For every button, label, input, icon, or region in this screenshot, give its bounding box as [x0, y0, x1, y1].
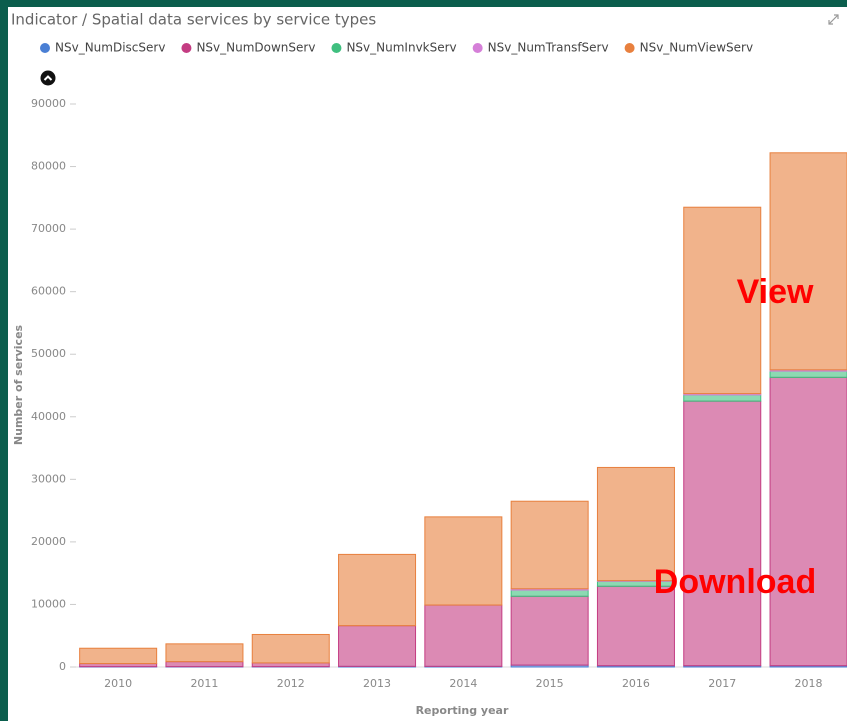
legend-label: NSv_NumInvkServ — [346, 41, 456, 55]
bar-segment — [769, 376, 847, 667]
bar-segment — [424, 604, 503, 667]
legend-label: NSv_NumTransfServ — [488, 41, 609, 55]
bar-segment — [769, 152, 847, 371]
y-tick-label: 70000 — [31, 222, 66, 235]
legend-label: NSv_NumDownServ — [196, 41, 315, 55]
legend-swatch — [472, 43, 483, 53]
y-tick-label: 0 — [59, 660, 66, 673]
y-axis-title: Number of services — [12, 324, 25, 445]
expand-icon[interactable] — [828, 14, 839, 25]
x-tick-label: 2011 — [190, 677, 218, 690]
x-tick-label: 2014 — [449, 677, 477, 690]
bar-segment — [338, 553, 417, 627]
x-tick-label: 2018 — [795, 677, 823, 690]
x-tick-label: 2016 — [622, 677, 650, 690]
bar-segment — [769, 370, 847, 378]
annotation: View — [737, 273, 814, 311]
bar-segment — [424, 516, 503, 606]
bar-segment — [251, 662, 330, 668]
bar-segment — [338, 625, 417, 667]
x-tick-label: 2013 — [363, 677, 391, 690]
bar-segment — [165, 661, 244, 668]
bar-segment — [683, 206, 762, 395]
legend-label: NSv_NumDiscServ — [55, 41, 165, 55]
x-tick-label: 2017 — [708, 677, 736, 690]
bar-segment — [510, 589, 589, 597]
bar-segment — [251, 633, 330, 664]
y-tick-label: 60000 — [31, 285, 66, 298]
panel: Indicator / Spatial data services by ser… — [8, 7, 847, 721]
chart: Indicator / Spatial data services by ser… — [11, 11, 847, 717]
bar-segment — [510, 595, 589, 666]
y-tick-label: 90000 — [31, 97, 66, 110]
x-tick-label: 2012 — [277, 677, 305, 690]
y-tick-label: 80000 — [31, 160, 66, 173]
bar-segment — [165, 643, 244, 663]
legend-swatch — [331, 43, 342, 53]
x-axis-title: Reporting year — [416, 704, 509, 717]
chart-title: Indicator / Spatial data services by ser… — [11, 11, 376, 29]
legend-swatch — [181, 43, 192, 53]
y-tick-label: 50000 — [31, 347, 66, 360]
bar-segment — [510, 500, 589, 590]
y-tick-label: 40000 — [31, 410, 66, 423]
bar-segment — [596, 466, 675, 582]
bar-segment — [683, 394, 762, 402]
bar-segment — [79, 647, 158, 665]
legend-label: NSv_NumViewServ — [640, 41, 753, 55]
collapse-legend-icon[interactable] — [40, 70, 56, 86]
bar-segment — [683, 400, 762, 667]
y-tick-label: 30000 — [31, 472, 66, 485]
legend-swatch — [624, 43, 635, 53]
x-tick-label: 2015 — [536, 677, 564, 690]
y-tick-label: 20000 — [31, 535, 66, 548]
y-tick-label: 10000 — [31, 597, 66, 610]
bar-segment — [596, 585, 675, 667]
annotation: Download — [654, 563, 816, 601]
x-tick-label: 2010 — [104, 677, 132, 690]
legend-swatch — [40, 43, 50, 53]
